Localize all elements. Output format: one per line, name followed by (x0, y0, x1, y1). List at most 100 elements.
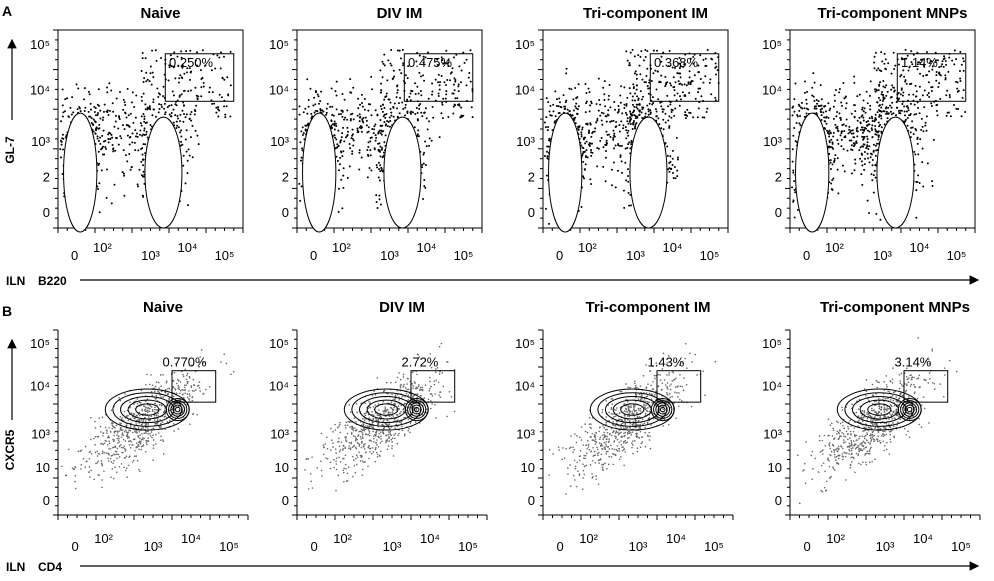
y-tick-label: 2 (43, 170, 50, 185)
event-dot (60, 140, 62, 142)
event-dot (919, 99, 921, 101)
event-dot (306, 125, 308, 127)
event-dot (958, 90, 960, 92)
event-dot (630, 123, 632, 125)
event-dot (588, 88, 590, 90)
event-dot (923, 106, 925, 108)
event-dot (315, 91, 317, 93)
event-dot (347, 177, 349, 179)
event-dot (101, 487, 103, 489)
event-dot (361, 157, 363, 159)
event-dot (346, 109, 348, 111)
y-tick-label: 2 (775, 170, 782, 185)
event-dot (594, 131, 596, 133)
event-dot (916, 90, 918, 92)
event-dot (611, 169, 613, 171)
event-dot (925, 74, 927, 76)
event-dot (865, 112, 867, 114)
event-dot (881, 126, 883, 128)
event-dot (472, 116, 474, 118)
event-dot (140, 402, 142, 404)
event-dot (574, 105, 576, 107)
event-dot (601, 120, 603, 122)
event-dot (635, 106, 637, 108)
event-dot (830, 168, 832, 170)
event-dot (104, 104, 106, 106)
contour (549, 113, 582, 232)
event-dot (697, 91, 699, 93)
event-dot (946, 115, 948, 117)
x-tick-label: 10⁵ (700, 248, 720, 263)
event-dot (203, 86, 205, 88)
event-dot (351, 135, 353, 137)
event-dot (396, 96, 398, 98)
event-dot (949, 96, 951, 98)
event-dot (201, 349, 203, 351)
event-dot (122, 171, 124, 173)
contour (630, 117, 667, 228)
event-dot (336, 108, 338, 110)
event-dot (626, 97, 628, 99)
x-tick-label: 10⁵ (219, 539, 239, 554)
event-dot (226, 76, 228, 78)
event-dot (877, 138, 879, 140)
event-dot (339, 141, 341, 143)
event-dot (424, 112, 426, 114)
event-dot (390, 108, 392, 110)
event-dot (378, 198, 380, 200)
event-dot (625, 148, 627, 150)
event-dot (453, 56, 455, 58)
event-dot (410, 90, 412, 92)
plot-title: Naive (143, 299, 183, 316)
event-dot (828, 145, 830, 147)
event-dot (300, 160, 302, 162)
event-dot (627, 143, 629, 145)
event-dot (846, 102, 848, 104)
event-dot (914, 104, 916, 106)
event-dot (131, 141, 133, 143)
event-dot (917, 153, 919, 155)
event-dot (580, 131, 582, 133)
event-dot (915, 181, 917, 183)
event-dot (331, 106, 333, 108)
event-dot (581, 134, 583, 136)
event-dot (951, 59, 953, 61)
event-dot (545, 116, 547, 118)
event-dot (648, 114, 650, 116)
event-dot (706, 111, 708, 113)
event-dot (871, 124, 873, 126)
event-dot (594, 127, 596, 129)
event-dot (77, 88, 79, 90)
event-dot (468, 72, 470, 74)
event-dot (383, 54, 385, 56)
event-dot (621, 145, 623, 147)
event-dot (922, 185, 924, 187)
event-dot (877, 67, 879, 69)
event-dot (143, 130, 145, 132)
event-dot (618, 124, 620, 126)
event-dot (188, 390, 190, 392)
event-dot (683, 95, 685, 97)
event-dot (141, 115, 143, 117)
event-dot (445, 84, 447, 86)
event-dot (883, 63, 885, 65)
event-dot (88, 116, 90, 118)
event-dot (634, 72, 636, 74)
event-dot (371, 128, 373, 130)
event-dot (390, 49, 392, 51)
event-dot (223, 105, 225, 107)
event-dot (589, 145, 591, 147)
event-dot (850, 139, 852, 141)
y-tick-label: 10⁴ (269, 82, 289, 97)
event-dot (837, 169, 839, 171)
event-dot (123, 195, 125, 197)
event-dot (112, 150, 114, 152)
x-tick-label: 10³ (873, 248, 892, 263)
event-dot (660, 81, 662, 83)
y-tick-label: 10⁵ (762, 37, 782, 52)
event-dot (709, 82, 711, 84)
event-dot (427, 128, 429, 130)
event-dot (98, 140, 100, 142)
event-dot (416, 86, 418, 88)
event-dot (62, 116, 64, 118)
